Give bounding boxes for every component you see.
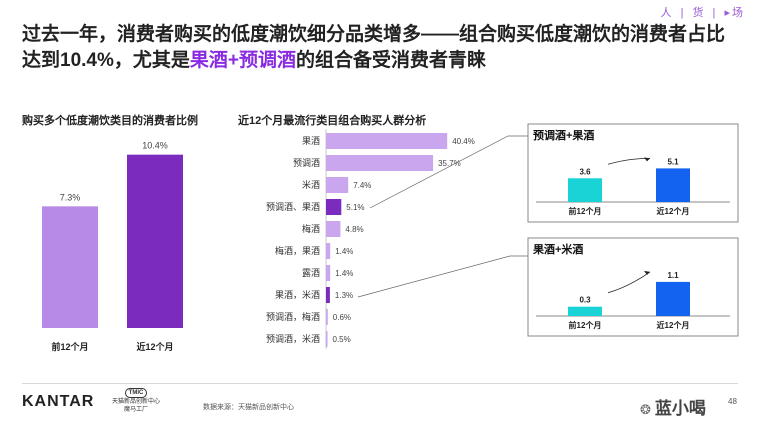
title-line-2: 达到10.4%，尤其是果酒+预调酒的组合备受消费者青睐 — [22, 48, 742, 74]
top-nav: 人 | 货 | ▸场 — [660, 7, 745, 19]
panel-1-value-label-2: 5.1 — [667, 157, 679, 166]
hbar-value-label-8: 1.3% — [335, 291, 353, 300]
panel-2-title: 果酒+米酒 — [532, 242, 583, 256]
panel-prefix-fruit: 预调酒+果酒 3.6 前12个月 5.1 近12个月 — [527, 123, 739, 223]
bar-2 — [127, 154, 183, 328]
bar-value-label-1: 7.3% — [60, 192, 81, 202]
data-source: 数据来源：天猫新品创新中心 — [203, 404, 294, 411]
tmic-line-2: 魔马工厂 — [123, 407, 148, 413]
panel-1-x-label-2: 近12个月 — [657, 206, 690, 216]
hbar-value-label-6: 1.4% — [335, 247, 353, 256]
hbar-category-label-8: 果酒，米酒 — [275, 289, 320, 300]
hbar-3 — [326, 177, 349, 193]
hbar-value-label-4: 5.1% — [346, 203, 364, 212]
title-highlight: 果酒+预调酒 — [189, 50, 296, 71]
title-line-1: 过去一年，消费者购买的低度潮饮细分品类增多——组合购买低度潮饮的消费者占比 — [22, 24, 726, 45]
brand-name: 蓝小喝 — [654, 399, 706, 418]
tmic-logo: TMIC 天猫新品创新中心 魔马工厂 — [104, 388, 168, 414]
panel-1-bar-2 — [656, 168, 690, 202]
panel-1-title: 预调酒+果酒 — [533, 128, 594, 142]
panel-2-x-label-2: 近12个月 — [657, 320, 690, 330]
panel-1-value-label-1: 3.6 — [579, 167, 591, 176]
hbar-1 — [326, 133, 448, 149]
hbar-value-label-10: 0.5% — [333, 335, 351, 344]
page-title: 过去一年，消费者购买的低度潮饮细分品类增多——组合购买低度潮饮的消费者占比 达到… — [22, 22, 742, 74]
hbar-value-label-1: 40.4% — [452, 137, 475, 146]
tmic-line-1: 天猫新品创新中心 — [111, 399, 160, 405]
hbar-category-label-3: 米酒 — [302, 179, 320, 190]
hbar-10 — [326, 331, 328, 347]
connector-line-1 — [369, 135, 528, 209]
panel-2-x-label-1: 前12个月 — [569, 320, 602, 330]
left-chart: 7.3% 前12个月 10.4% 近12个月 — [42, 141, 183, 352]
page-number: 48 — [728, 397, 737, 406]
panel-1-arrow-head — [644, 157, 650, 162]
nav-item-goods[interactable]: 货 — [692, 7, 706, 19]
tmic-badge: TMIC — [124, 388, 148, 398]
hbar-9 — [326, 309, 328, 325]
panel-1-x-label-1: 前12个月 — [569, 206, 602, 216]
hbar-category-label-2: 预调酒 — [293, 158, 320, 168]
hbar-4 — [326, 199, 342, 215]
wechat-icon: ❂ — [640, 402, 651, 417]
panel-2-value-label-2: 1.1 — [667, 271, 679, 280]
panel-1-frame — [527, 123, 739, 223]
hbar-value-label-9: 0.6% — [333, 313, 351, 322]
brand-watermark: ❂ 蓝小喝 — [640, 394, 706, 419]
bar-1 — [42, 206, 98, 328]
hbar-category-label-4: 预调酒、果酒 — [266, 202, 320, 212]
panel-2-bar-2 — [656, 281, 690, 316]
hbar-2 — [326, 155, 434, 171]
hbar-category-label-7: 露酒 — [302, 268, 320, 278]
left-chart-title: 购买多个低度潮饮类目的消费者比例 — [22, 115, 198, 127]
hbar-category-label-6: 梅酒，果酒 — [275, 245, 320, 256]
panel-2-trend-arrow — [607, 271, 651, 294]
panel-2-arrow-head — [644, 270, 650, 275]
panel-2-value-label-1: 0.3 — [579, 296, 591, 305]
hbar-value-label-7: 1.4% — [335, 269, 353, 278]
hbar-7 — [326, 265, 331, 281]
hbar-8 — [326, 287, 330, 303]
kantar-logo: KANTAR — [22, 393, 95, 410]
hbar-6 — [326, 243, 331, 259]
hbar-category-label-5: 梅酒 — [302, 223, 320, 234]
hbar-5 — [326, 221, 341, 237]
hbar-category-label-1: 果酒 — [302, 136, 320, 146]
panel-1-bar-1 — [568, 178, 602, 202]
hbar-value-label-2: 35.7% — [438, 159, 461, 168]
panel-2-frame — [527, 237, 739, 337]
x-tick-label-1: 前12个月 — [51, 341, 88, 352]
nav-item-people[interactable]: 人 — [660, 7, 674, 19]
nav-item-place[interactable]: ▸场 — [724, 7, 745, 19]
middle-chart-title: 近12个月最流行类目组合购买人群分析 — [238, 115, 427, 127]
hbar-category-label-9: 预调酒，梅酒 — [266, 311, 320, 322]
panel-fruit-rice: 果酒+米酒 0.3 前12个月 1.1 近12个月 — [527, 237, 739, 337]
title-line-2-suffix: 的组合备受消费者青睐 — [295, 50, 486, 71]
x-tick-label-2: 近12个月 — [136, 341, 173, 352]
hbar-category-label-10: 预调酒，米酒 — [266, 333, 320, 344]
footer-divider — [22, 383, 738, 384]
panel-2-bar-1 — [568, 306, 602, 316]
connectors — [357, 135, 528, 298]
middle-chart: 果酒 40.4% 预调酒 35.7% 米酒 7.4% 预调酒、果酒 5.1% 梅酒 4.8% 梅酒，… — [266, 129, 475, 349]
bar-value-label-2: 10.4% — [142, 141, 168, 151]
connector-line-2 — [357, 255, 528, 298]
hbar-value-label-3: 7.4% — [353, 181, 371, 190]
hbar-value-label-5: 4.8% — [345, 225, 363, 234]
title-line-2-prefix: 达到10.4%，尤其是 — [22, 50, 190, 71]
